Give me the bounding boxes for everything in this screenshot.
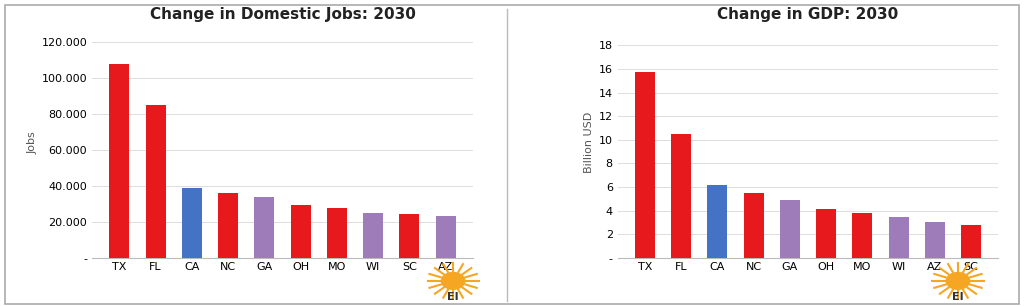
Bar	[399, 214, 420, 258]
Bar	[291, 205, 310, 258]
Bar	[671, 134, 691, 258]
Bar	[110, 64, 129, 258]
Title: Change in GDP: 2030: Change in GDP: 2030	[718, 7, 899, 22]
Title: Change in Domestic Jobs: 2030: Change in Domestic Jobs: 2030	[150, 7, 416, 22]
Bar	[708, 185, 727, 258]
Bar	[254, 197, 274, 258]
Bar	[364, 213, 383, 258]
Bar	[780, 200, 800, 258]
Text: EI: EI	[952, 292, 964, 302]
Bar	[218, 193, 239, 258]
Bar	[743, 193, 764, 258]
Y-axis label: Billion USD: Billion USD	[585, 112, 595, 173]
Bar	[962, 225, 981, 258]
Bar	[327, 208, 347, 258]
Y-axis label: Jobs: Jobs	[28, 131, 38, 154]
Bar	[145, 105, 166, 258]
Bar	[816, 209, 837, 258]
Bar	[852, 213, 872, 258]
Bar	[182, 188, 202, 258]
Bar	[889, 216, 908, 258]
Circle shape	[946, 273, 970, 289]
Bar	[635, 72, 655, 258]
Circle shape	[441, 273, 465, 289]
Bar	[925, 223, 945, 258]
Text: EI: EI	[447, 292, 459, 302]
Bar	[435, 216, 456, 258]
